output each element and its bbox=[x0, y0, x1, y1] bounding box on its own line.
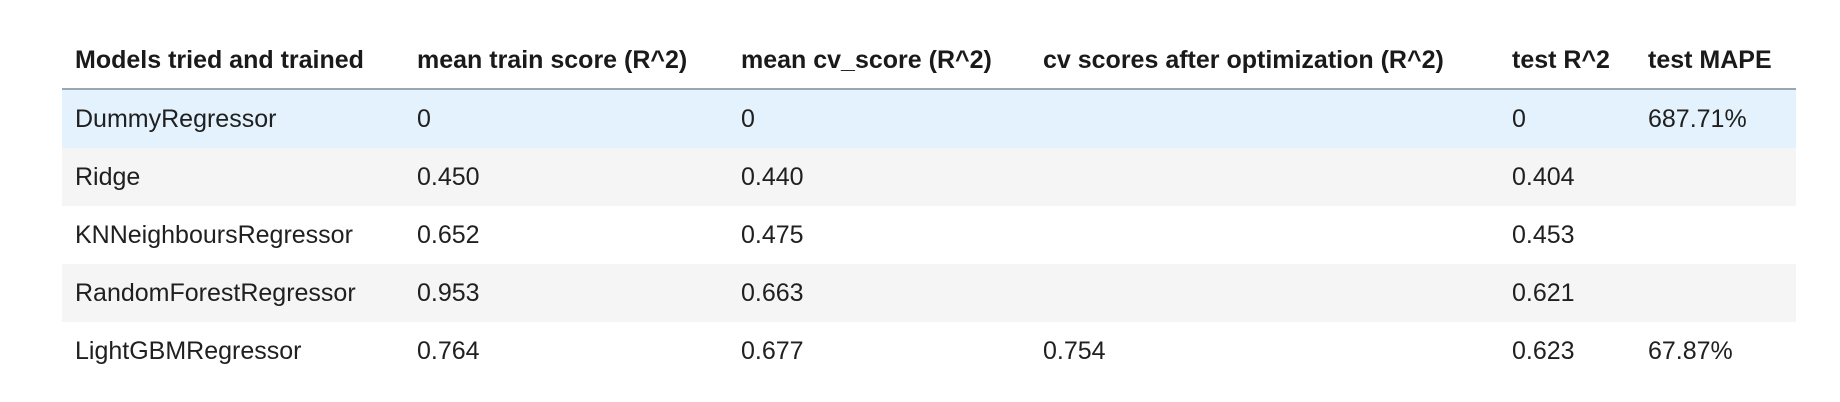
table-body: DummyRegressor 0 0 0 687.71% Ridge 0.450… bbox=[62, 89, 1796, 380]
table-row: DummyRegressor 0 0 0 687.71% bbox=[62, 89, 1796, 148]
header-cv-after-optimization: cv scores after optimization (R^2) bbox=[1030, 32, 1499, 90]
cell-mean-train-score: 0 bbox=[404, 89, 728, 148]
header-row: Models tried and trained mean train scor… bbox=[62, 32, 1796, 90]
table-row: Ridge 0.450 0.440 0.404 bbox=[62, 148, 1796, 206]
cell-cv-after-optimization bbox=[1030, 148, 1499, 206]
table-row: KNNeighboursRegressor 0.652 0.475 0.453 bbox=[62, 206, 1796, 264]
cell-model: RandomForestRegressor bbox=[62, 264, 404, 322]
header-test-r2: test R^2 bbox=[1499, 32, 1635, 90]
cell-test-mape bbox=[1635, 264, 1796, 322]
cell-test-r2: 0.453 bbox=[1499, 206, 1635, 264]
cell-cv-after-optimization bbox=[1030, 89, 1499, 148]
cell-mean-cv-score: 0.475 bbox=[728, 206, 1030, 264]
cell-test-mape: 687.71% bbox=[1635, 89, 1796, 148]
cell-model: KNNeighboursRegressor bbox=[62, 206, 404, 264]
results-table-container: Models tried and trained mean train scor… bbox=[62, 32, 1796, 380]
cell-mean-train-score: 0.652 bbox=[404, 206, 728, 264]
header-test-mape: test MAPE bbox=[1635, 32, 1796, 90]
header-model: Models tried and trained bbox=[62, 32, 404, 90]
cell-mean-cv-score: 0.440 bbox=[728, 148, 1030, 206]
cell-mean-cv-score: 0.677 bbox=[728, 322, 1030, 380]
cell-test-r2: 0.621 bbox=[1499, 264, 1635, 322]
cell-test-mape bbox=[1635, 206, 1796, 264]
cell-cv-after-optimization: 0.754 bbox=[1030, 322, 1499, 380]
header-mean-train-score: mean train score (R^2) bbox=[404, 32, 728, 90]
cell-mean-train-score: 0.953 bbox=[404, 264, 728, 322]
header-mean-cv-score: mean cv_score (R^2) bbox=[728, 32, 1030, 90]
cell-test-mape bbox=[1635, 148, 1796, 206]
cell-test-r2: 0.623 bbox=[1499, 322, 1635, 380]
cell-mean-cv-score: 0.663 bbox=[728, 264, 1030, 322]
cell-test-mape: 67.87% bbox=[1635, 322, 1796, 380]
cell-mean-cv-score: 0 bbox=[728, 89, 1030, 148]
cell-cv-after-optimization bbox=[1030, 206, 1499, 264]
cell-mean-train-score: 0.450 bbox=[404, 148, 728, 206]
table-row: RandomForestRegressor 0.953 0.663 0.621 bbox=[62, 264, 1796, 322]
table-row: LightGBMRegressor 0.764 0.677 0.754 0.62… bbox=[62, 322, 1796, 380]
cell-test-r2: 0.404 bbox=[1499, 148, 1635, 206]
table-header: Models tried and trained mean train scor… bbox=[62, 32, 1796, 90]
cell-model: Ridge bbox=[62, 148, 404, 206]
model-results-table: Models tried and trained mean train scor… bbox=[62, 32, 1796, 380]
cell-test-r2: 0 bbox=[1499, 89, 1635, 148]
cell-mean-train-score: 0.764 bbox=[404, 322, 728, 380]
cell-model: DummyRegressor bbox=[62, 89, 404, 148]
cell-cv-after-optimization bbox=[1030, 264, 1499, 322]
cell-model: LightGBMRegressor bbox=[62, 322, 404, 380]
